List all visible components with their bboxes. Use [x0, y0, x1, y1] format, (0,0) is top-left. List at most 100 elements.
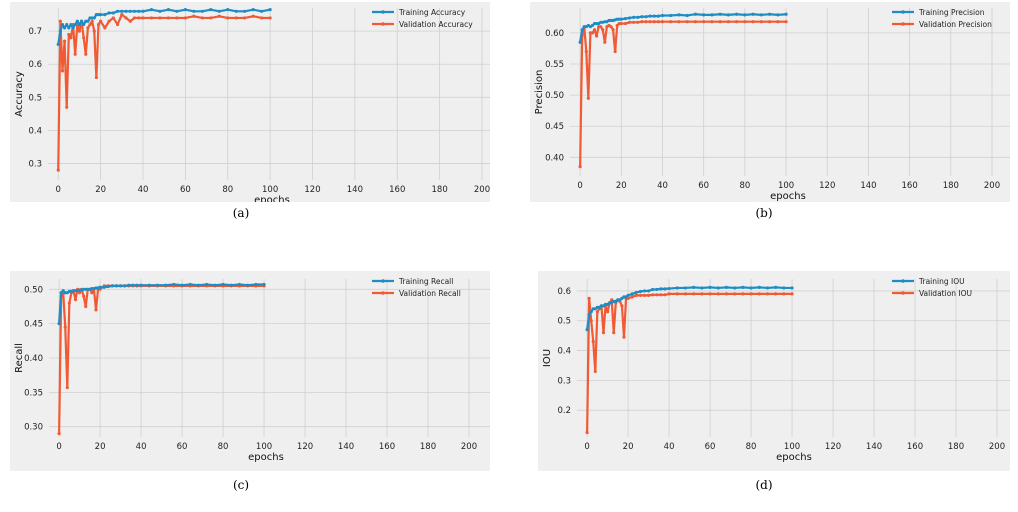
data-point-val: [94, 75, 98, 80]
series-line-train: [57, 8, 271, 45]
x-tick-label: 160: [379, 442, 395, 452]
data-point-train: [702, 13, 706, 17]
data-point-train: [677, 13, 681, 17]
data-point-val: [718, 20, 722, 24]
data-point-val: [149, 16, 154, 20]
data-point-val: [644, 20, 648, 24]
x-tick-label: 140: [347, 185, 363, 195]
data-point-train: [128, 9, 132, 13]
data-point-train: [59, 291, 63, 295]
x-tick-label: 0: [56, 442, 61, 452]
data-point-val: [103, 26, 107, 30]
data-point-train: [659, 287, 663, 291]
data-point-train: [221, 282, 225, 287]
x-tick-label: 20: [95, 442, 106, 452]
data-point-val: [67, 301, 71, 305]
data-point-train: [124, 9, 128, 13]
data-point-train: [127, 283, 131, 287]
data-point-train: [749, 286, 753, 290]
x-tick-label: 40: [657, 181, 668, 191]
data-point-train: [60, 22, 65, 27]
data-point-train: [652, 14, 656, 18]
data-point-train: [65, 22, 69, 27]
x-tick-label: 200: [474, 185, 490, 195]
data-point-val: [782, 292, 786, 296]
data-point-train: [237, 282, 242, 287]
data-point-train: [675, 286, 679, 290]
data-point-train: [648, 14, 652, 18]
legend-label: Validation Precision: [919, 20, 992, 29]
data-point-val: [656, 20, 660, 24]
x-tick-label: 180: [943, 181, 959, 191]
data-point-val: [700, 292, 704, 296]
data-point-train: [683, 286, 688, 290]
y-axis-label: Accuracy: [14, 71, 25, 117]
data-point-val: [611, 28, 615, 32]
data-point-train: [578, 40, 582, 44]
x-tick-label: 180: [948, 442, 964, 452]
data-point-val: [183, 16, 187, 20]
data-point-val: [619, 21, 623, 26]
y-tick-label: 0.50: [545, 91, 564, 101]
data-point-train: [759, 13, 763, 17]
data-point-train: [111, 11, 115, 15]
data-point-val: [65, 385, 69, 390]
x-tick-label: 100: [784, 442, 800, 452]
data-point-train: [735, 12, 739, 16]
data-point-train: [724, 285, 729, 289]
data-point-val: [716, 292, 720, 296]
data-point-train: [77, 22, 82, 27]
legend-label: Validation Recall: [399, 289, 461, 298]
data-point-train: [229, 283, 233, 287]
data-point-val: [92, 29, 96, 33]
data-point-val: [735, 20, 739, 24]
data-point-train: [158, 9, 162, 13]
data-point-train: [733, 286, 737, 290]
data-point-val: [158, 16, 162, 20]
legend-marker-val: [901, 291, 905, 295]
data-point-val: [790, 292, 794, 296]
legend-label: Validation Accuracy: [399, 20, 473, 29]
y-tick-label: 0.7: [28, 27, 42, 37]
data-point-val: [234, 16, 238, 20]
data-point-train: [644, 15, 648, 19]
data-point-val: [601, 28, 605, 32]
data-point-train: [642, 289, 647, 293]
x-tick-label: 120: [297, 442, 313, 452]
data-point-train: [110, 284, 114, 288]
data-point-val: [82, 36, 86, 40]
data-point-val: [200, 16, 204, 20]
legend-marker-train: [381, 10, 385, 14]
data-point-val: [685, 20, 689, 24]
data-point-train: [183, 8, 187, 12]
y-tick-label: 0.3: [28, 159, 42, 169]
data-point-val: [217, 14, 221, 18]
data-point-val: [585, 430, 589, 435]
data-point-train: [663, 287, 667, 291]
data-point-val: [137, 16, 141, 20]
data-point-train: [137, 9, 141, 13]
data-point-val: [268, 16, 272, 20]
data-point-val: [591, 340, 595, 344]
data-point-train: [180, 283, 184, 287]
data-point-val: [655, 293, 659, 297]
data-point-val: [784, 20, 788, 24]
y-tick-label: 0.40: [545, 153, 564, 163]
data-point-val: [599, 25, 603, 29]
y-tick-label: 0.6: [28, 60, 42, 70]
x-tick-label: 120: [304, 185, 320, 195]
data-point-val: [82, 294, 86, 298]
data-point-train: [632, 15, 636, 19]
y-tick-label: 0.60: [545, 29, 564, 39]
data-point-train: [627, 16, 632, 20]
data-point-train: [102, 285, 106, 289]
data-point-val: [693, 20, 698, 24]
x-tick-label: 60: [177, 442, 188, 452]
data-point-train: [751, 12, 755, 16]
data-point-train: [106, 284, 110, 289]
data-point-train: [638, 289, 642, 294]
x-tick-label: 180: [420, 442, 436, 452]
data-point-val: [677, 20, 681, 24]
data-point-val: [659, 293, 663, 297]
data-point-train: [623, 16, 628, 21]
